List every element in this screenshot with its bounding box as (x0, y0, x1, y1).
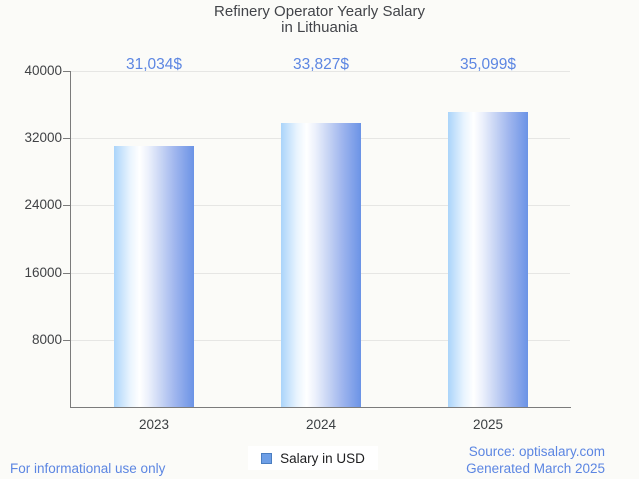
x-axis-label: 2024 (305, 417, 337, 432)
footer-source: Source: optisalary.com (468, 444, 605, 459)
title-line-2: in Lithuania (281, 19, 358, 36)
bar (281, 123, 361, 407)
y-tick-label: 16000 (24, 265, 62, 280)
footer-disclaimer: For informational use only (10, 461, 166, 476)
footer-source-block: Source: optisalary.com Generated March 2… (466, 443, 605, 477)
legend-label: Salary in USD (280, 450, 365, 466)
legend-swatch-icon (261, 452, 273, 464)
y-axis-line (70, 71, 71, 408)
bar (114, 146, 194, 407)
y-tick-label: 40000 (24, 63, 62, 78)
bar (448, 112, 528, 407)
bar-value-label: 31,034$ (125, 56, 183, 73)
title-line-1: Refinery Operator Yearly Salary (214, 3, 425, 20)
x-axis-label: 2025 (472, 417, 504, 432)
y-tick-mark (63, 71, 70, 72)
y-tick-label: 24000 (24, 197, 62, 212)
x-axis-line (70, 407, 571, 408)
gridline (71, 71, 570, 72)
bar-value-label: 35,099$ (459, 56, 517, 73)
footer-generated: Generated March 2025 (466, 461, 605, 476)
y-tick-mark (63, 205, 70, 206)
x-axis-label: 2023 (138, 417, 170, 432)
y-tick-mark (63, 340, 70, 341)
page-title: Refinery Operator Yearly Salary in Lithu… (0, 4, 639, 36)
y-tick-label: 32000 (24, 130, 62, 145)
bar-value-label: 33,827$ (292, 56, 350, 73)
y-tick-label: 8000 (31, 332, 62, 347)
legend: Salary in USD (248, 446, 378, 470)
y-tick-mark (63, 138, 70, 139)
y-tick-mark (63, 273, 70, 274)
